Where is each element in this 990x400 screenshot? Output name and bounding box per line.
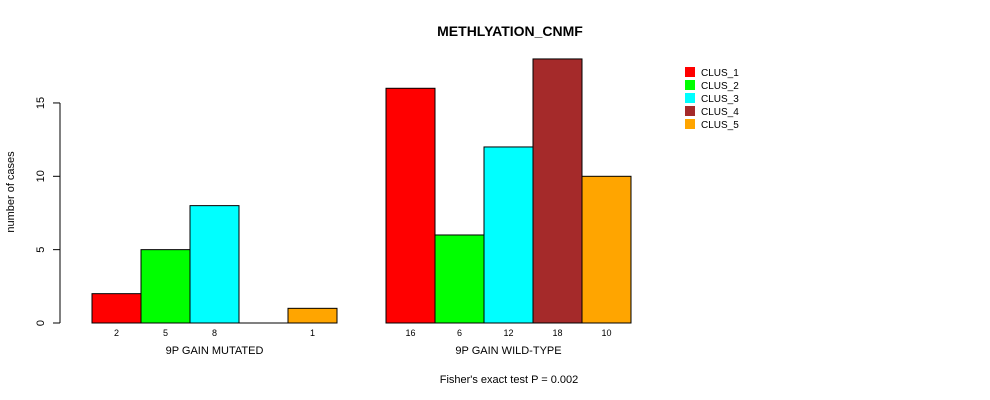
bar-clus_4-group-2: [532, 58, 583, 324]
fisher-test-footnote: Fisher's exact test P = 0.002: [440, 374, 579, 386]
count-label: 16: [405, 328, 415, 338]
y-tick-label: 0: [35, 320, 47, 326]
legend-label-clus_1: CLUS_1: [701, 68, 739, 79]
chart-title: METHLYATION_CNMF: [437, 23, 583, 39]
legend-swatch-clus_4: [685, 106, 695, 116]
legend-swatch-clus_5: [685, 119, 695, 129]
group-labels: 9P GAIN MUTATED 9P GAIN WILD-TYPE: [166, 345, 562, 357]
bars: [91, 58, 632, 324]
legend-label-clus_4: CLUS_4: [701, 107, 739, 118]
legend-swatch-clus_3: [685, 93, 695, 103]
legend-label-clus_5: CLUS_5: [701, 120, 739, 131]
count-label: 6: [457, 328, 462, 338]
count-label: 18: [552, 328, 562, 338]
bar-clus_5-group-1: [287, 307, 338, 324]
y-tick-label: 10: [35, 170, 47, 182]
legend-label-clus_3: CLUS_3: [701, 94, 739, 105]
count-label: 10: [601, 328, 611, 338]
count-labels: 2 5 8 1 16 6 12 18 10: [114, 328, 612, 338]
bar-clus_2-group-2: [434, 234, 485, 324]
bar-clus_1-group-1: [91, 293, 142, 324]
bar-clus_3-group-2: [483, 146, 534, 324]
bar-clus_3-group-1: [189, 205, 240, 324]
y-axis-label: number of cases: [5, 151, 17, 233]
legend-swatch-clus_2: [685, 80, 695, 90]
group-label-2: 9P GAIN WILD-TYPE: [455, 345, 561, 357]
count-label: 2: [114, 328, 119, 338]
count-label: 1: [310, 328, 315, 338]
y-tick-label: 5: [35, 247, 47, 253]
legend-label-clus_2: CLUS_2: [701, 81, 739, 92]
y-axis: 0 5 10 15: [35, 97, 61, 326]
legend-swatch-clus_1: [685, 67, 695, 77]
bar-clus_5-group-2: [581, 175, 632, 324]
group-label-1: 9P GAIN MUTATED: [166, 345, 264, 357]
count-label: 5: [163, 328, 168, 338]
count-label: 12: [503, 328, 513, 338]
bar-clus_1-group-2: [385, 87, 436, 324]
y-tick-label: 15: [35, 97, 47, 109]
legend: CLUS_1 CLUS_2 CLUS_3 CLUS_4 CLUS_5: [685, 67, 739, 131]
bar-clus_2-group-1: [140, 249, 191, 324]
count-label: 8: [212, 328, 217, 338]
